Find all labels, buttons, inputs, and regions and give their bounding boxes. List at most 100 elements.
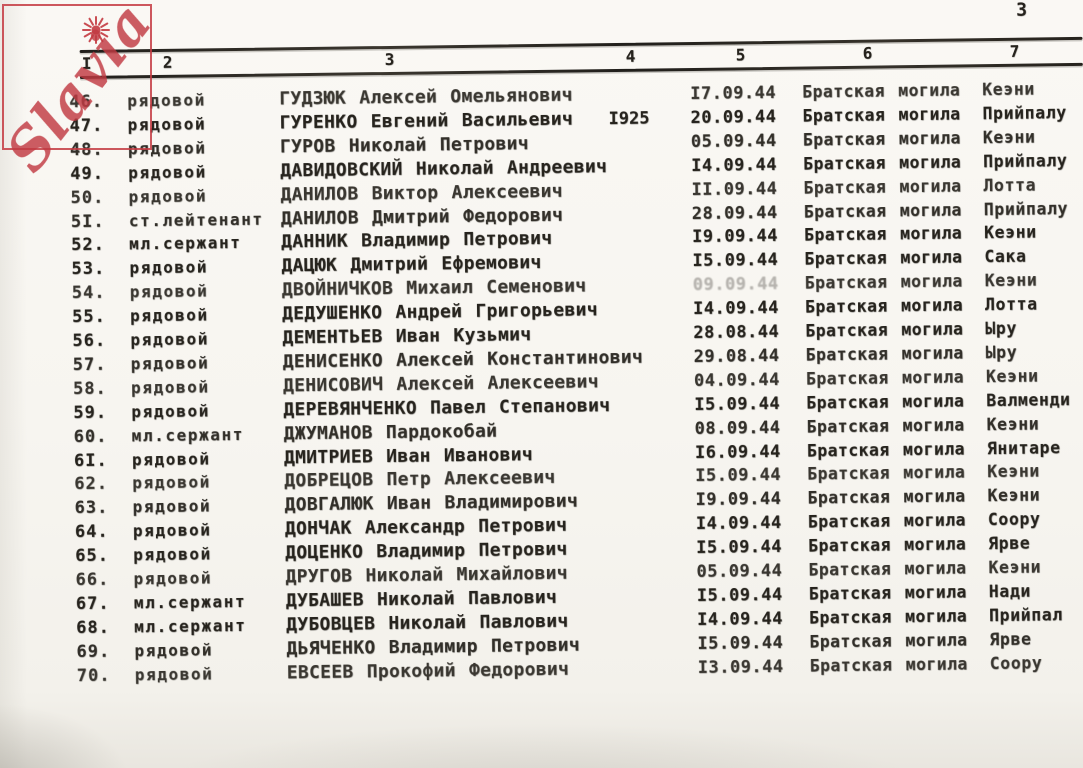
burial-place: Кеэни — [987, 485, 1041, 506]
burial-place: Соору — [989, 653, 1043, 673]
row-number: 53. — [71, 258, 106, 280]
burial-place: Кеэни — [984, 270, 1038, 291]
death-date: I4.09.44 — [695, 513, 782, 535]
grave-type: Братская могила — [806, 391, 965, 413]
death-date: 20.09.44 — [690, 106, 777, 128]
burial-place: Кеэни — [982, 127, 1036, 147]
burial-place: Нади — [988, 581, 1032, 602]
grave-type: Братская могила — [802, 80, 961, 102]
rank: рядовой — [130, 353, 210, 374]
death-date: I4.09.44 — [696, 608, 784, 630]
row-number: 65. — [75, 545, 110, 567]
full-name: ДЖУМАНОВ Пардокобай — [283, 420, 498, 444]
row-number: 69. — [76, 641, 111, 662]
burial-place: Лотта — [983, 175, 1037, 195]
rank: рядовой — [129, 305, 209, 326]
rank: рядовой — [128, 185, 208, 206]
grave-type: Братская могила — [805, 367, 965, 389]
death-date: I4.09.44 — [692, 297, 780, 320]
grave-type: Братская могила — [803, 199, 962, 222]
burial-place: Прийпалу — [982, 150, 1068, 171]
burial-place: Сака — [984, 246, 1027, 267]
rank: рядовой — [131, 401, 211, 422]
row-number: 62. — [74, 474, 109, 495]
grave-type: Братская могила — [807, 486, 966, 508]
rank: рядовой — [133, 568, 213, 589]
slavia-watermark: Slavia — [0, 0, 165, 184]
death-date: I9.09.44 — [691, 226, 779, 248]
burial-place: Кеэни — [988, 557, 1042, 578]
death-date: I7.09.44 — [690, 82, 777, 105]
grave-type: Братская могила — [809, 654, 968, 676]
row-number: 55. — [71, 306, 106, 328]
full-name: ДЕМЕНТЬЕВ Иван Кузьмич — [282, 324, 532, 349]
grave-type: Братская могила — [804, 295, 964, 317]
rank: рядовой — [132, 472, 212, 493]
grave-type: Братская могила — [804, 271, 963, 293]
row-number: 60. — [73, 426, 108, 447]
death-date: I5.09.44 — [695, 465, 782, 487]
burial-place: Прийпалу — [982, 102, 1067, 124]
grave-type: Братская могила — [802, 104, 961, 126]
row-number: 68. — [76, 617, 110, 638]
row-number: 63. — [74, 497, 109, 519]
full-name: ДАННИК Владимир Петрович — [280, 228, 553, 253]
rank: рядовой — [131, 448, 211, 469]
burial-place: Кеэни — [983, 222, 1037, 243]
death-date: I6.09.44 — [694, 441, 781, 463]
death-date: 28.09.44 — [691, 202, 778, 224]
rank: ст.лейтенант — [128, 209, 264, 230]
death-date: II.09.44 — [691, 178, 778, 200]
row-number: 49. — [70, 163, 105, 184]
grave-type: Братская могила — [808, 582, 967, 604]
row-number: 57. — [72, 354, 107, 376]
rank: рядовой — [130, 377, 210, 398]
grave-type: Братская могила — [805, 343, 964, 365]
death-date: 29.08.44 — [693, 345, 780, 367]
birth-year: I925 — [608, 108, 650, 129]
full-name: ДМИТРИЕВ Иван Иванович — [283, 443, 534, 468]
rank: рядовой — [132, 496, 212, 517]
rank: мл.сержант — [134, 615, 247, 637]
row-number: 70. — [76, 665, 111, 686]
sun-icon — [80, 14, 112, 50]
full-name: ДУБАШЕВ Николай Павлович — [285, 586, 558, 612]
full-name: ЕВСЕЕВ Прокофий Федорович — [286, 658, 570, 683]
rank: рядовой — [128, 162, 207, 183]
burial-place: Ярве — [988, 533, 1031, 554]
rank: рядовой — [132, 520, 212, 541]
row-number: 50. — [70, 187, 105, 208]
burial-place: Кеэни — [987, 461, 1040, 482]
grave-type: Братская могила — [807, 510, 966, 532]
burial-place: Лотта — [984, 294, 1038, 315]
rank: мл.сержант — [131, 424, 245, 445]
grave-type: Братская могила — [809, 630, 968, 652]
row-number: 64. — [74, 521, 109, 543]
burial-place: Валменди — [986, 389, 1071, 410]
row-number: 5I. — [70, 211, 105, 232]
burial-place: Прийпал — [988, 604, 1063, 625]
death-date: I3.09.44 — [697, 656, 784, 678]
row-number: 54. — [71, 282, 106, 304]
death-date: I4.09.44 — [691, 154, 778, 176]
rank: рядовой — [134, 640, 214, 661]
rank: рядовой — [129, 281, 209, 302]
death-date: 04.09.44 — [693, 369, 780, 391]
burial-place: Соору — [987, 509, 1041, 530]
full-name: ДОБРЕЦОВ Петр Алексеевич — [284, 467, 556, 492]
death-date: I5.09.44 — [696, 584, 783, 606]
full-name: ГУРОВ Николай Петрович — [279, 132, 530, 158]
death-date: I9.09.44 — [695, 489, 782, 511]
burial-place: Ыру — [985, 318, 1018, 339]
rank: мл.сержант — [133, 591, 247, 613]
grave-type: Братская могила — [805, 319, 964, 341]
rank: рядовой — [133, 544, 212, 565]
death-date: 05.09.44 — [696, 560, 783, 582]
rank: рядовой — [130, 329, 210, 350]
grave-type: Братская могила — [808, 534, 967, 556]
row-number: 67. — [75, 593, 110, 615]
burial-place: Ярве — [989, 629, 1032, 649]
